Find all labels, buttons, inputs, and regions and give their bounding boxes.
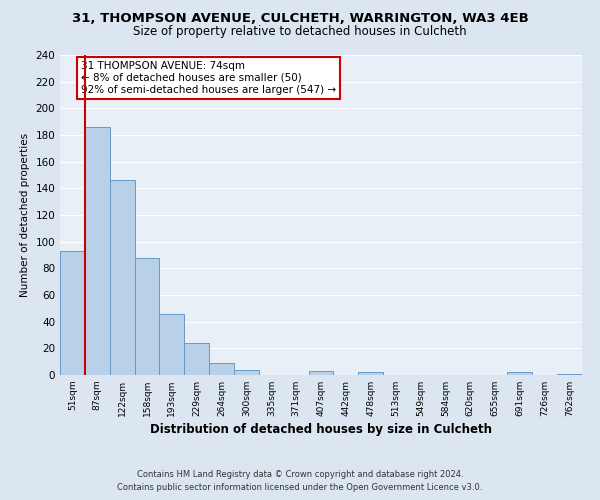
Bar [110,180,134,375]
Bar [160,314,184,375]
Text: Contains HM Land Registry data © Crown copyright and database right 2024.
Contai: Contains HM Land Registry data © Crown c… [118,470,482,492]
X-axis label: Distribution of detached houses by size in Culcheth: Distribution of detached houses by size … [150,423,492,436]
Bar [85,127,110,375]
Bar [184,343,209,375]
Bar [308,371,334,375]
Bar [234,370,259,375]
Bar [60,251,85,375]
Bar [209,363,234,375]
Y-axis label: Number of detached properties: Number of detached properties [20,133,30,297]
Text: Size of property relative to detached houses in Culcheth: Size of property relative to detached ho… [133,25,467,38]
Text: 31 THOMPSON AVENUE: 74sqm
← 8% of detached houses are smaller (50)
92% of semi-d: 31 THOMPSON AVENUE: 74sqm ← 8% of detach… [81,62,336,94]
Bar [508,372,532,375]
Text: 31, THOMPSON AVENUE, CULCHETH, WARRINGTON, WA3 4EB: 31, THOMPSON AVENUE, CULCHETH, WARRINGTO… [71,12,529,26]
Bar [134,258,160,375]
Bar [358,372,383,375]
Bar [557,374,582,375]
